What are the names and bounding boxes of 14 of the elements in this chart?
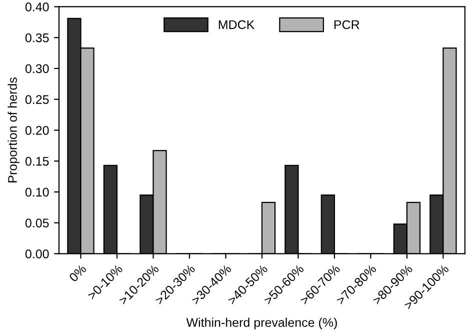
y-axis-title: Proportion of herds: [8, 77, 20, 182]
y-tick-label: 0.40: [25, 2, 49, 12]
legend-label: MDCK: [218, 20, 255, 30]
y-tick-label: 0.25: [25, 95, 49, 104]
y-tick-label: 0.00: [25, 249, 49, 258]
x-axis-title: Within-herd prevalence (%): [186, 318, 337, 330]
x-tick-label: 0%: [68, 264, 87, 282]
legend-label: PCR: [334, 20, 360, 30]
y-tick-label: 0.35: [25, 33, 49, 42]
y-tick-label: 0.10: [25, 188, 49, 197]
y-tick-label: 0.15: [25, 156, 49, 166]
y-tick-label: 0.05: [25, 218, 49, 228]
y-tick-label: 0.20: [25, 126, 49, 135]
y-tick-label: 0.30: [25, 64, 49, 74]
